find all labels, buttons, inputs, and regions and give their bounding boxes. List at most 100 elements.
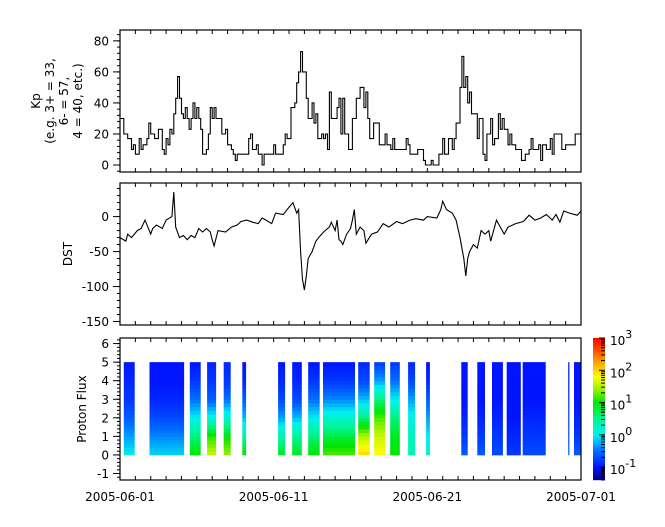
heatmap-cell — [242, 428, 247, 434]
colorbar-swatch — [593, 437, 605, 439]
heatmap-cell — [358, 451, 370, 456]
heatmap-cell — [568, 399, 570, 404]
heatmap-cell — [149, 373, 185, 378]
heatmap-cell — [123, 402, 135, 408]
colorbar-swatch — [593, 379, 605, 381]
heatmap-cell — [308, 414, 320, 419]
heatmap-cell — [506, 388, 521, 393]
heatmap-cell — [574, 395, 581, 400]
heatmap-cell — [390, 391, 400, 396]
heatmap-cell — [492, 432, 503, 437]
heatmap-cell — [426, 388, 430, 393]
heatmap-cell — [358, 391, 370, 396]
heatmap-cell — [189, 384, 201, 389]
heatmap-cell — [323, 376, 355, 382]
heatmap-cell — [426, 447, 430, 452]
heatmap-cell — [374, 443, 386, 448]
heatmap-cell — [574, 362, 581, 367]
heatmap-cell — [308, 425, 320, 430]
heatmap-cell — [426, 440, 430, 445]
heatmap-cell — [358, 443, 370, 448]
heatmap-cell — [223, 406, 231, 411]
heatmap-cell — [242, 365, 247, 370]
dst-series-line — [119, 192, 582, 291]
colorbar-swatch — [593, 359, 605, 361]
heatmap-cell — [408, 395, 416, 400]
heatmap-cell — [408, 373, 416, 378]
heatmap-cell — [568, 417, 570, 422]
heatmap-cell — [149, 421, 185, 426]
heatmap-cell — [292, 443, 302, 448]
heatmap-cell — [461, 384, 468, 389]
heatmap-cell — [506, 399, 521, 404]
heatmap-cell — [568, 384, 570, 389]
heatmap-cell — [223, 428, 231, 434]
heatmap-cell — [278, 362, 286, 367]
heatmap-cell — [292, 388, 302, 393]
heatmap-cell — [207, 428, 217, 434]
heatmap-cell — [492, 395, 503, 400]
heatmap-cell — [292, 428, 302, 434]
heatmap-cell — [390, 395, 400, 400]
heatmap-cell — [189, 425, 201, 430]
colorbar-swatch — [593, 462, 605, 464]
colorbar-swatch — [593, 410, 605, 412]
heatmap-cell — [323, 388, 355, 393]
heatmap-cell — [568, 388, 570, 393]
colorbar-swatch — [593, 419, 605, 421]
heatmap-cell — [461, 436, 468, 441]
heatmap-cell — [292, 417, 302, 422]
colorbar-swatch — [593, 374, 605, 376]
colorbar-swatch — [593, 422, 605, 424]
heatmap-cell — [408, 376, 416, 382]
heatmap-cell — [223, 391, 231, 396]
colorbar-tick-exponent: -1 — [625, 457, 636, 470]
colorbar-swatch — [593, 440, 605, 442]
heatmap-cell — [426, 399, 430, 404]
heatmap-cell — [522, 380, 546, 385]
heatmap-cell — [358, 380, 370, 385]
heatmap-cell — [426, 443, 430, 448]
colorbar-swatch — [593, 453, 605, 455]
colorbar-swatch — [593, 399, 605, 401]
heatmap-cell — [123, 451, 135, 456]
heatmap-cell — [323, 414, 355, 419]
colorbar-swatch — [593, 347, 605, 349]
colorbar-swatch — [593, 349, 605, 351]
heatmap-cell — [461, 410, 468, 415]
heatmap-cell — [477, 362, 485, 367]
colorbar-swatch — [593, 371, 605, 373]
heatmap-cell — [223, 410, 231, 415]
heatmap-cell — [568, 365, 570, 370]
colorbar-swatch — [593, 429, 605, 431]
heatmap-cell — [506, 447, 521, 452]
colorbar-tick-base: 10 — [610, 399, 625, 413]
heatmap-cell — [123, 380, 135, 385]
colorbar-swatch — [593, 428, 605, 430]
colorbar-swatch — [593, 393, 605, 395]
colorbar-swatch — [593, 433, 605, 435]
colorbar-tick-base: 10 — [610, 463, 625, 477]
heatmap-cell — [506, 402, 521, 408]
heatmap-cell — [574, 410, 581, 415]
colorbar-tick-label: 103 — [610, 328, 632, 348]
colorbar-swatch — [593, 361, 605, 363]
heatmap-cell — [323, 425, 355, 430]
y-tick-label: 0 — [101, 159, 109, 173]
heatmap-cell — [390, 388, 400, 393]
heatmap-cell — [278, 388, 286, 393]
colorbar-swatch — [593, 400, 605, 402]
heatmap-cell — [426, 391, 430, 396]
colorbar-swatch — [593, 478, 605, 480]
heatmap-cell — [374, 384, 386, 389]
colorbar-tick-exponent: 1 — [625, 393, 632, 406]
heatmap-cell — [358, 373, 370, 378]
heatmap-cell — [189, 395, 201, 400]
heatmap-cell — [374, 376, 386, 382]
heatmap-cell — [522, 414, 546, 419]
heatmap-cell — [574, 414, 581, 419]
heatmap-cell — [323, 417, 355, 422]
heatmap-cell — [308, 380, 320, 385]
heatmap-cell — [477, 447, 485, 452]
heatmap-cell — [408, 406, 416, 411]
